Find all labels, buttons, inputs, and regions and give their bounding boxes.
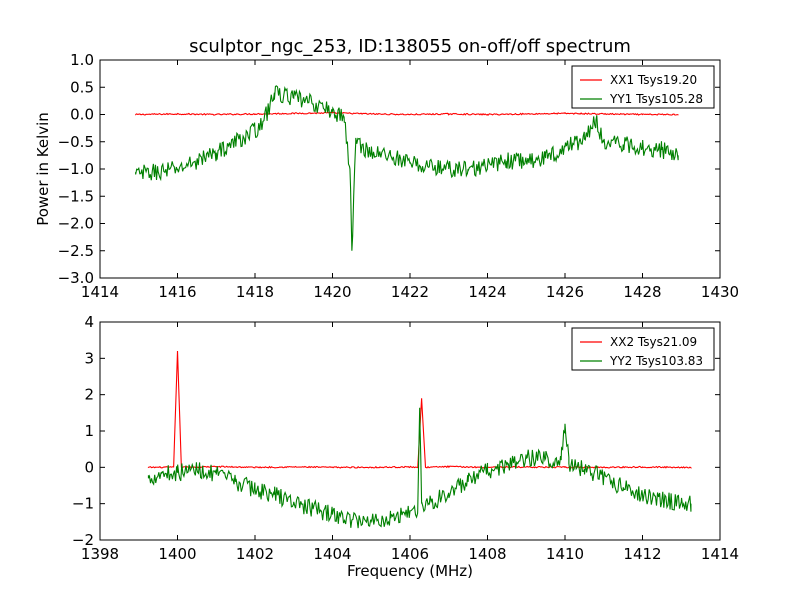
y-tick-label: 0.5 xyxy=(70,78,94,96)
x-tick-label: 1420 xyxy=(313,283,351,301)
y-tick-label: −2.0 xyxy=(58,215,94,233)
x-tick-label: 1422 xyxy=(391,283,429,301)
figure-title: sculptor_ngc_253, ID:138055 on-off/off s… xyxy=(189,36,631,57)
y-tick-label: 0.0 xyxy=(70,106,94,124)
x-axis-label: Frequency (MHz) xyxy=(347,562,473,580)
y-tick-label: 0 xyxy=(84,458,94,476)
x-tick-label: 1430 xyxy=(701,283,739,301)
x-tick-label: 1410 xyxy=(546,545,584,563)
legend-box xyxy=(571,65,715,109)
y-axis-label: Power in Kelvin xyxy=(34,112,52,226)
x-tick-label: 1414 xyxy=(701,545,739,563)
y-tick-label: −2.5 xyxy=(58,242,94,260)
x-tick-label: 1414 xyxy=(81,283,119,301)
legend-label: XX1 Tsys19.20 xyxy=(610,73,697,87)
y-tick-label: 1.0 xyxy=(70,51,94,69)
x-tick-label: 1416 xyxy=(158,283,196,301)
y-tick-label: −1.5 xyxy=(58,187,94,205)
y-tick-label: −1.0 xyxy=(58,160,94,178)
series-line-yy xyxy=(135,85,679,251)
x-tick-label: 1426 xyxy=(546,283,584,301)
y-tick-label: −0.5 xyxy=(58,133,94,151)
x-tick-label: 1424 xyxy=(468,283,506,301)
legend-label: XX2 Tsys21.09 xyxy=(610,335,697,349)
legend-label: YY2 Tsys103.83 xyxy=(609,354,703,368)
series-line-yy xyxy=(147,407,692,529)
y-tick-label: −1 xyxy=(72,495,94,513)
y-tick-label: 1 xyxy=(84,422,94,440)
x-tick-label: 1398 xyxy=(81,545,119,563)
legend-label: YY1 Tsys105.28 xyxy=(609,92,703,106)
y-tick-label: 3 xyxy=(84,349,94,367)
y-tick-label: −2 xyxy=(72,531,94,549)
x-tick-label: 1406 xyxy=(391,545,429,563)
legend-box xyxy=(571,327,715,371)
upper-spectrum-panel: 1414 1416 1418 1420 1422 1424 1426 1428 1430 −3.0… xyxy=(34,51,739,301)
y-tick-label: 2 xyxy=(84,386,94,404)
x-tick-label: 1408 xyxy=(468,545,506,563)
series-line-xx xyxy=(135,111,679,116)
x-tick-label: 1404 xyxy=(313,545,351,563)
y-tick-label: −3.0 xyxy=(58,269,94,287)
lower-spectrum-panel: 1398 1400 1402 1404 1406 1408 1410 1412 1414−2−1… xyxy=(72,313,739,580)
y-tick-label: 4 xyxy=(84,313,94,331)
x-tick-label: 1412 xyxy=(623,545,661,563)
x-tick-label: 1418 xyxy=(236,283,274,301)
x-tick-label: 1402 xyxy=(236,545,274,563)
x-tick-label: 1428 xyxy=(623,283,661,301)
x-tick-label: 1400 xyxy=(158,545,196,563)
